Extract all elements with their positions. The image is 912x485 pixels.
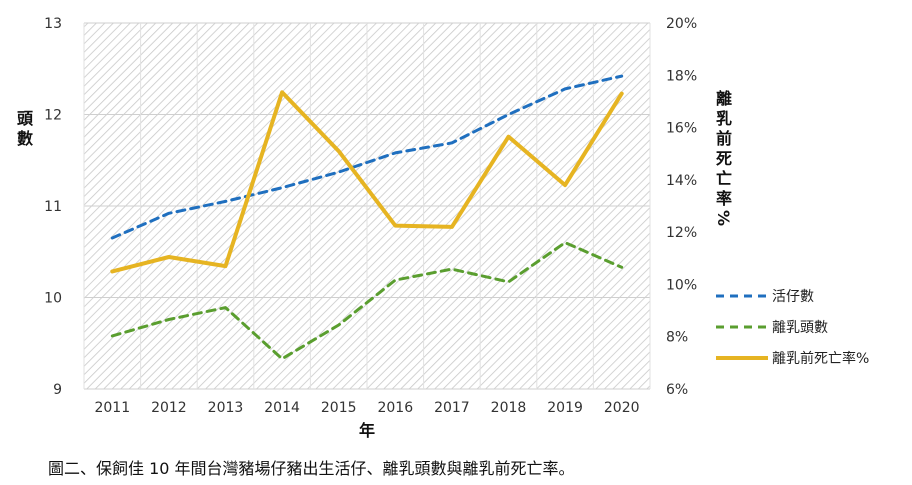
left-axis-title-char: 頭 <box>17 109 34 128</box>
x-tick-label: 2012 <box>151 400 187 416</box>
left-tick-label: 10 <box>44 291 62 307</box>
right-tick-label: 6% <box>666 382 688 398</box>
right-axis-title-char: 死 <box>716 149 732 168</box>
x-tick-label: 2013 <box>208 400 244 416</box>
right-tick-label: 20% <box>666 16 697 32</box>
x-tick-label: 2014 <box>264 400 300 416</box>
right-axis-title-char: % <box>714 210 733 226</box>
series-line <box>110 74 624 240</box>
right-axis-title: 離乳前死亡率% <box>714 89 733 226</box>
x-tick-label: 2016 <box>377 400 413 416</box>
right-tick-label: 12% <box>666 225 697 241</box>
series-layer <box>110 74 624 361</box>
right-axis-title-char: 前 <box>716 129 732 148</box>
x-tick-label: 2011 <box>94 400 130 416</box>
left-tick-label: 11 <box>44 199 62 215</box>
left-tick-label: 12 <box>44 108 62 124</box>
x-axis-ticks: 2011 2012 2013 2014 2015 2016 2017 2018 2019 2020 <box>94 400 639 416</box>
series-line <box>110 241 624 361</box>
left-tick-label: 13 <box>44 16 62 32</box>
right-axis-title-char: 乳 <box>716 109 732 128</box>
right-axis-title-char: 率 <box>716 189 732 208</box>
legend-label: 離乳前死亡率% <box>772 350 869 367</box>
right-axis-title-char: 亡 <box>716 169 732 188</box>
right-tick-label: 8% <box>666 330 688 346</box>
legend-label: 離乳頭數 <box>772 319 828 336</box>
left-axis-title: 頭數 <box>17 109 34 148</box>
right-tick-label: 10% <box>666 277 697 293</box>
right-tick-label: 14% <box>666 173 697 189</box>
left-axis-title-char: 數 <box>17 129 33 148</box>
right-tick-label: 16% <box>666 121 697 137</box>
series-line <box>110 90 624 274</box>
left-axis-ticks: 9 10 11 12 13 <box>44 16 62 398</box>
right-axis-title-char: 離 <box>716 89 732 108</box>
left-tick-label: 9 <box>53 382 62 398</box>
legend-label: 活仔數 <box>772 289 814 305</box>
gridlines <box>83 22 651 390</box>
x-tick-label: 2015 <box>321 400 357 416</box>
figure-caption: 圖二、保飼佳 10 年間台灣豬場仔豬出生活仔、離乳頭數與離乳前死亡率。 <box>48 459 575 478</box>
x-tick-label: 2018 <box>491 400 527 416</box>
right-axis-ticks: 6% 8% 10% 12% 14% 16% 18% 20% <box>666 16 697 398</box>
x-axis-title: 年 <box>359 421 375 440</box>
right-tick-label: 18% <box>666 68 697 84</box>
x-tick-label: 2019 <box>547 400 583 416</box>
x-tick-label: 2017 <box>434 400 470 416</box>
x-tick-label: 2020 <box>604 400 640 416</box>
